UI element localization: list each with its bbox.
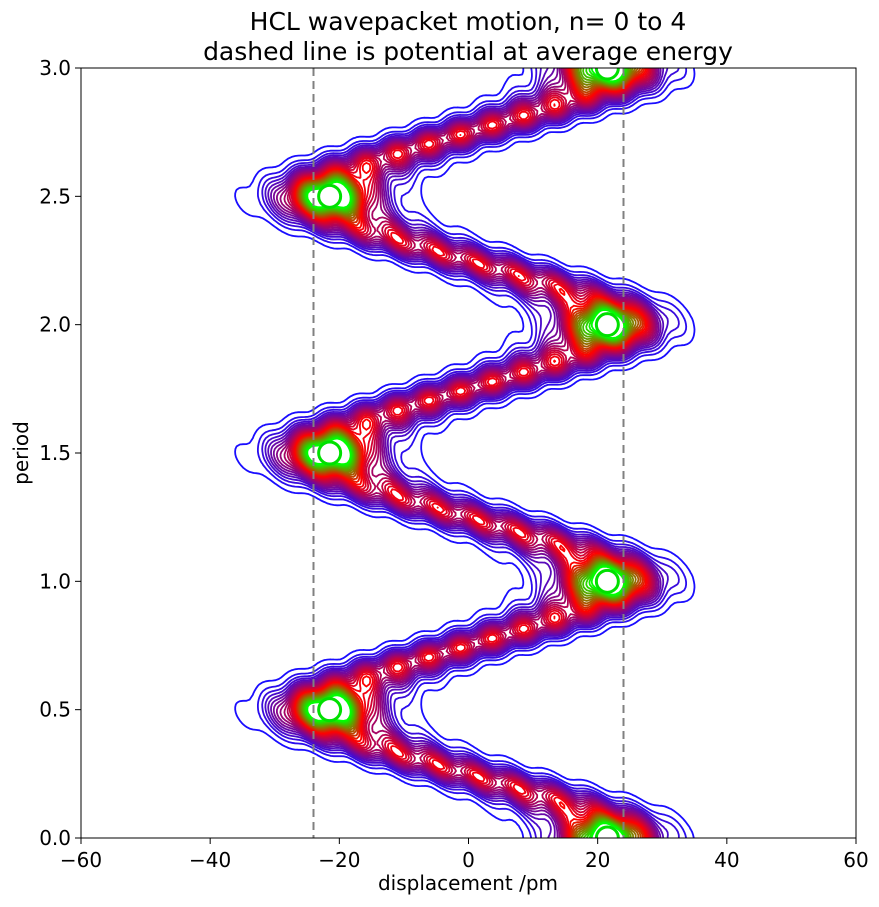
- plot-frame: [80, 67, 857, 839]
- x-tick-label: −20: [318, 848, 360, 872]
- wavepacket-peak: [594, 68, 620, 81]
- contour-level-line: [272, 68, 660, 838]
- y-tick-label: 0.0: [39, 826, 71, 850]
- x-tick-label: 60: [843, 848, 868, 872]
- contour-level-line: [290, 68, 651, 838]
- contour-level-line: [288, 68, 653, 838]
- y-tick-label: 2.5: [39, 184, 71, 208]
- axes: −60 −40 −20 0 20 40 60 0.0 0.5 1.0 1.5 2.0 2.5 3.0: [39, 56, 869, 872]
- wavepacket-peak: [317, 183, 343, 209]
- contour-level-line: [234, 68, 696, 838]
- potential-lines: [312, 68, 625, 838]
- x-tick-label: 40: [714, 848, 739, 872]
- wavepacket-peak: [594, 312, 620, 338]
- y-tick-label: 0.5: [39, 698, 71, 722]
- chart-title-line1: HCL wavepacket motion, n= 0 to 4: [250, 7, 687, 36]
- contour-layer: [234, 68, 696, 838]
- x-tick-label: 20: [585, 848, 610, 872]
- x-tick-label: −40: [189, 848, 231, 872]
- contour-level-line: [267, 68, 665, 838]
- contour-level-line: [286, 68, 654, 838]
- contour-level-line: [261, 68, 680, 838]
- wavepacket-peak: [594, 568, 620, 594]
- x-tick-label: 0: [462, 848, 475, 872]
- contour-level-line: [292, 68, 650, 838]
- y-tick-label: 1.0: [39, 569, 71, 593]
- contour-level-line: [293, 68, 649, 838]
- contour-level-line: [275, 68, 658, 838]
- contour-level-line: [264, 68, 669, 838]
- contour-level-line: [279, 68, 657, 838]
- x-axis-label: displacement /pm: [378, 871, 558, 895]
- wavepacket-peak: [317, 697, 343, 723]
- y-axis-label: period: [9, 421, 33, 485]
- wavepacket-peak: [317, 440, 343, 466]
- y-tick-label: 3.0: [39, 56, 71, 80]
- y-tick-label: 2.0: [39, 313, 71, 337]
- contour-level-line: [257, 68, 688, 838]
- y-tick-label: 1.5: [39, 441, 71, 465]
- chart-title-line2: dashed line is potential at average ener…: [203, 37, 733, 66]
- contour-level-line: [283, 68, 656, 838]
- x-tick-label: −60: [60, 848, 102, 872]
- contour-level-line: [270, 68, 662, 838]
- wavepacket-peak: [594, 825, 620, 838]
